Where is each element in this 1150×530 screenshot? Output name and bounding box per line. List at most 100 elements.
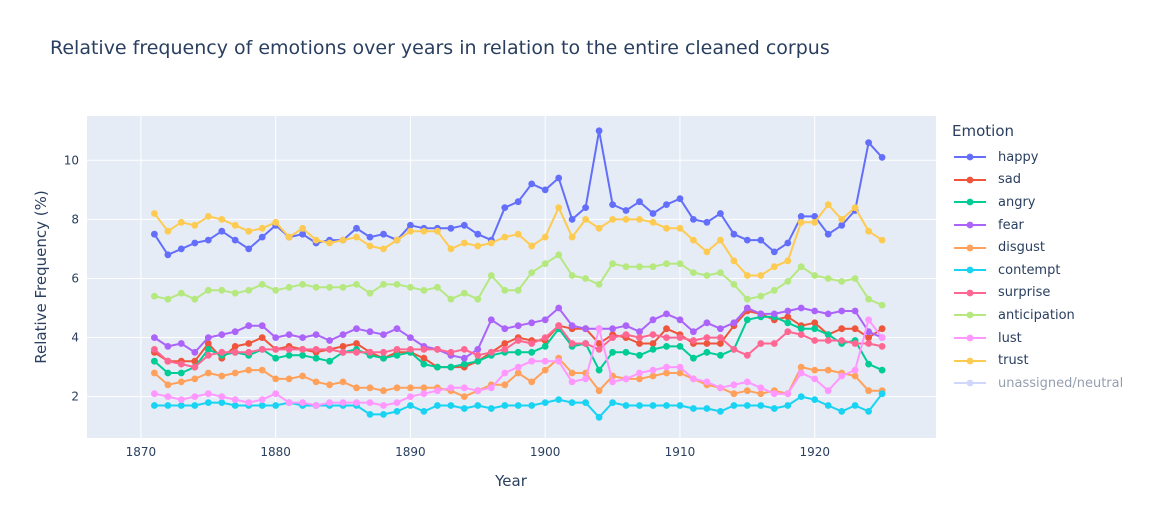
data-point-happy <box>191 239 199 247</box>
data-point-anticipation <box>770 286 778 294</box>
data-point-angry <box>878 366 886 374</box>
legend-item-anticipation[interactable]: anticipation <box>952 304 1123 327</box>
data-point-anticipation <box>245 286 253 294</box>
data-point-fear <box>312 331 320 338</box>
data-point-trust <box>380 245 387 253</box>
data-point-happy <box>501 204 509 212</box>
data-point-contempt <box>636 402 643 409</box>
x-axis-ticks: 1870 1880 1890 1900 1910 1920 <box>126 445 830 459</box>
data-point-contempt <box>609 399 616 406</box>
legend-item-lust[interactable]: lust <box>952 327 1123 350</box>
data-point-disgust <box>757 390 765 398</box>
data-point-lust <box>609 378 616 386</box>
x-tick-label: 1890 <box>395 445 426 459</box>
data-point-sad <box>811 319 819 327</box>
data-point-trust <box>541 233 549 241</box>
data-point-contempt <box>177 402 185 409</box>
series-happy <box>151 127 886 259</box>
data-point-sad <box>703 340 711 347</box>
data-point-contempt <box>865 408 872 415</box>
legend-swatch <box>954 334 986 342</box>
x-tick-label: 1910 <box>665 445 696 459</box>
data-point-disgust <box>676 369 684 377</box>
data-point-contempt <box>622 402 630 409</box>
data-point-disgust <box>730 390 738 398</box>
data-point-trust <box>164 227 172 235</box>
data-point-trust <box>528 242 536 250</box>
data-point-trust <box>811 218 819 226</box>
data-point-contempt <box>474 402 482 409</box>
data-point-disgust <box>595 387 603 395</box>
data-point-happy <box>528 180 536 188</box>
data-point-disgust <box>865 387 872 395</box>
legend-label: contempt <box>998 262 1061 278</box>
legend-item-fear[interactable]: fear <box>952 214 1123 237</box>
data-point-angry <box>460 360 468 368</box>
legend-item-angry[interactable]: angry <box>952 191 1123 214</box>
data-point-lust <box>380 402 387 409</box>
data-point-trust <box>393 236 401 244</box>
data-point-happy <box>541 186 549 194</box>
data-point-trust <box>514 230 522 238</box>
data-point-trust <box>622 216 630 223</box>
data-point-anticipation <box>380 281 387 288</box>
legend-swatch <box>954 289 986 297</box>
data-point-disgust <box>218 372 226 380</box>
data-point-contempt <box>218 399 226 406</box>
data-point-trust <box>636 216 643 223</box>
data-point-trust <box>434 227 441 235</box>
data-point-anticipation <box>636 263 643 271</box>
data-point-anticipation <box>609 260 616 268</box>
legend-item-contempt[interactable]: contempt <box>952 259 1123 282</box>
data-point-anticipation <box>555 251 563 259</box>
data-point-fear <box>528 319 536 327</box>
data-point-disgust <box>191 375 199 383</box>
data-point-angry <box>474 357 482 365</box>
legend-swatch <box>954 199 986 206</box>
data-point-anticipation <box>191 295 199 303</box>
data-point-fear <box>824 310 832 318</box>
data-point-lust <box>164 393 172 400</box>
data-point-surprise <box>407 346 414 353</box>
data-point-lust <box>541 357 549 365</box>
data-point-lust <box>663 363 670 371</box>
data-point-trust <box>204 213 212 220</box>
legend-item-unassigned-neutral[interactable]: unassigned/neutral <box>952 372 1123 395</box>
data-point-anticipation <box>541 260 549 268</box>
data-point-trust <box>568 233 576 241</box>
data-point-anticipation <box>474 295 482 303</box>
legend-item-sad[interactable]: sad <box>952 169 1123 192</box>
legend-label: fear <box>998 217 1024 233</box>
data-point-lust <box>690 375 697 383</box>
data-point-happy <box>797 213 805 220</box>
data-point-lust <box>285 399 293 406</box>
data-point-anticipation <box>582 275 589 282</box>
legend-title: Emotion <box>952 122 1014 140</box>
data-point-surprise <box>272 346 280 353</box>
legend-item-trust[interactable]: trust <box>952 349 1123 372</box>
data-point-angry <box>299 351 306 359</box>
legend-item-happy[interactable]: happy <box>952 146 1123 169</box>
data-point-disgust <box>258 366 266 374</box>
data-point-trust <box>865 227 872 235</box>
legend-label: surprise <box>998 285 1051 301</box>
data-point-anticipation <box>811 272 819 279</box>
legend-item-surprise[interactable]: surprise <box>952 282 1123 305</box>
data-point-surprise <box>366 348 374 356</box>
data-point-anticipation <box>204 286 212 294</box>
data-point-trust <box>299 224 306 232</box>
legend-item-disgust[interactable]: disgust <box>952 236 1123 259</box>
data-point-contempt <box>743 402 751 409</box>
data-point-fear <box>339 331 347 338</box>
data-point-trust <box>151 210 158 217</box>
y-tick-label: 10 <box>64 153 79 167</box>
plot-background <box>87 116 936 438</box>
data-point-surprise <box>568 340 576 347</box>
data-point-lust <box>420 390 428 398</box>
data-point-surprise <box>784 328 792 336</box>
data-point-happy <box>609 201 616 209</box>
data-point-fear <box>474 346 482 353</box>
data-point-happy <box>245 245 253 253</box>
data-point-anticipation <box>164 295 172 303</box>
data-point-happy <box>717 210 724 217</box>
